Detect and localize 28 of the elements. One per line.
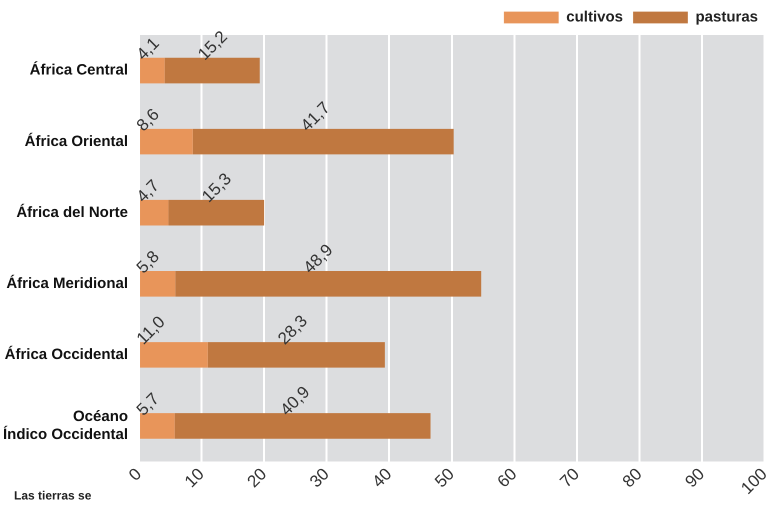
data-label: 5,7 (132, 389, 163, 420)
data-label: 11,0 (132, 312, 169, 348)
x-tick-label: 40 (368, 464, 396, 492)
y-tick-label: Océano Índico Occidental (2, 408, 128, 444)
x-tick-label: 50 (431, 464, 458, 492)
y-tick-label: África Oriental (24, 132, 128, 150)
y-tick-label: África del Norte (16, 202, 128, 221)
x-tick-label: 80 (618, 464, 646, 492)
data-label: 48,9 (300, 240, 336, 278)
text: Las tierras se (14, 488, 92, 502)
data-label: 4,1 (132, 34, 163, 64)
x-tick-label: 60 (494, 464, 520, 492)
y-tick-label: África Meridional (6, 274, 128, 292)
legend-label: pasturas (695, 8, 758, 26)
x-tick-label: 70 (556, 464, 584, 492)
data-label: 5,8 (132, 246, 163, 278)
x-tick-label: 100 (737, 464, 771, 498)
y-tick-label: África Occidental (4, 345, 128, 364)
legend-label: cultivos (566, 8, 623, 26)
x-tick-label: 20 (243, 464, 270, 492)
x-tick-label: 10 (180, 464, 208, 492)
x-tick-label: 30 (306, 464, 333, 492)
data-label: 40,9 (276, 382, 314, 420)
x-tick-label: 0 (125, 464, 146, 485)
data-label: 8,6 (132, 104, 163, 135)
y-tick-label: África Central (30, 60, 128, 79)
data-label: 4,7 (132, 176, 163, 206)
x-tick-label: 90 (681, 464, 708, 492)
